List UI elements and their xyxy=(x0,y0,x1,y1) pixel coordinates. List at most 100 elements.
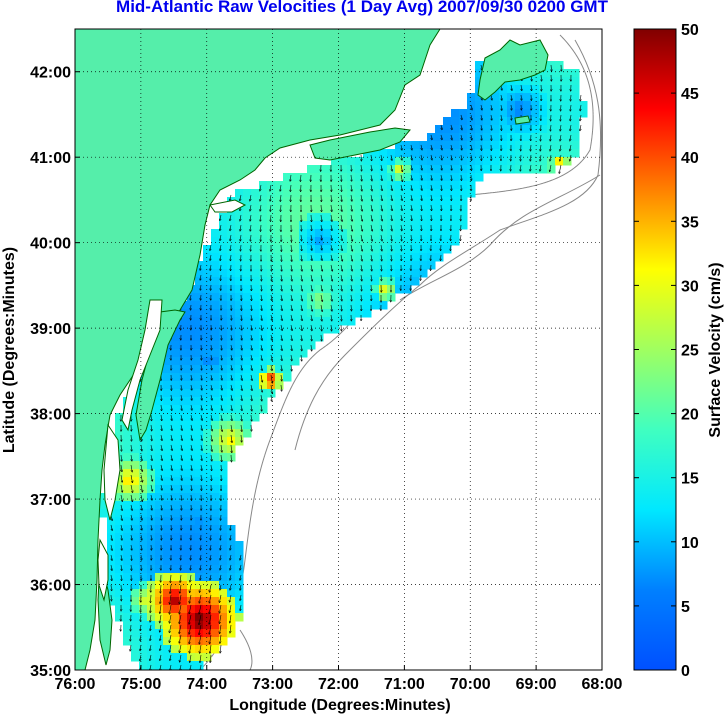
velocity-cell xyxy=(227,317,236,326)
velocity-vector xyxy=(240,194,241,201)
velocity-cell xyxy=(147,629,156,638)
velocity-cell xyxy=(499,165,508,174)
velocity-cell xyxy=(371,165,380,174)
velocity-cell xyxy=(211,477,220,486)
velocity-cell xyxy=(563,85,572,94)
velocity-vector xyxy=(210,274,211,280)
velocity-cell xyxy=(163,613,172,622)
velocity-cell xyxy=(371,149,380,158)
velocity-cell xyxy=(235,269,244,278)
velocity-vector xyxy=(111,564,112,570)
velocity-cell xyxy=(203,605,212,614)
velocity-cell xyxy=(235,581,244,590)
velocity-cell xyxy=(211,613,220,622)
velocity-cell xyxy=(171,357,180,366)
velocity-cell xyxy=(371,237,380,246)
velocity-cell xyxy=(403,237,412,246)
velocity-cell xyxy=(195,381,204,390)
velocity-vector xyxy=(111,594,112,601)
velocity-cell xyxy=(443,173,452,182)
velocity-vector xyxy=(230,544,231,550)
velocity-vector xyxy=(250,234,251,241)
velocity-cell xyxy=(211,429,220,438)
velocity-cell xyxy=(443,181,452,190)
velocity-vector xyxy=(171,414,172,420)
velocity-cell xyxy=(475,117,484,126)
velocity-cell xyxy=(243,381,252,390)
velocity-cell xyxy=(219,373,228,382)
velocity-vector xyxy=(320,294,322,301)
velocity-cell xyxy=(195,549,204,558)
velocity-vector xyxy=(331,274,332,281)
velocity-vector xyxy=(241,304,242,310)
velocity-vector xyxy=(221,414,222,420)
velocity-cell xyxy=(163,605,172,614)
velocity-vector xyxy=(471,114,472,120)
velocity-cell xyxy=(235,285,244,294)
velocity-cell xyxy=(363,173,372,182)
colorbar-tick-label: 45 xyxy=(681,86,699,103)
velocity-vector xyxy=(381,214,382,221)
velocity-cell xyxy=(275,373,284,382)
velocity-vector xyxy=(161,414,162,421)
velocity-cell xyxy=(539,85,548,94)
velocity-cell xyxy=(211,381,220,390)
velocity-vector xyxy=(191,414,192,420)
velocity-cell xyxy=(299,309,308,318)
velocity-cell xyxy=(315,309,324,318)
velocity-vector xyxy=(161,474,162,480)
velocity-cell xyxy=(427,149,436,158)
velocity-cell xyxy=(123,445,132,454)
velocity-vector xyxy=(190,304,191,310)
velocity-vector xyxy=(181,484,182,490)
velocity-cell xyxy=(147,477,156,486)
velocity-cell xyxy=(323,221,332,230)
velocity-cell xyxy=(171,341,180,350)
colorbar-tick-label: 20 xyxy=(681,407,699,424)
velocity-vector xyxy=(241,314,242,320)
velocity-cell xyxy=(211,501,220,510)
velocity-vector xyxy=(201,474,202,480)
velocity-cell xyxy=(131,525,140,534)
velocity-cell xyxy=(339,245,348,254)
x-tick-label: 72:00 xyxy=(318,676,359,693)
velocity-vector xyxy=(540,154,541,161)
velocity-cell xyxy=(459,125,468,134)
velocity-cell xyxy=(331,285,340,294)
velocity-cell xyxy=(203,253,212,262)
velocity-cell xyxy=(219,501,228,510)
velocity-vector xyxy=(230,194,231,200)
y-tick-label: 35:00 xyxy=(30,663,71,680)
velocity-vector xyxy=(131,544,132,550)
velocity-cell xyxy=(363,213,372,222)
velocity-vector xyxy=(271,394,272,401)
velocity-vector xyxy=(150,604,151,612)
velocity-cell xyxy=(299,245,308,254)
velocity-vector xyxy=(211,414,212,420)
velocity-cell xyxy=(323,229,332,238)
velocity-cell xyxy=(219,213,228,222)
x-axis: 76:00 75:00 74:00 73:00 72:00 71:00 70:00 69:00… xyxy=(55,665,623,693)
velocity-cell xyxy=(283,205,292,214)
velocity-vector xyxy=(189,634,192,644)
velocity-cell xyxy=(171,453,180,462)
velocity-cell xyxy=(251,245,260,254)
velocity-cell xyxy=(187,605,196,614)
velocity-vector xyxy=(231,354,232,360)
velocity-cell xyxy=(363,285,372,294)
velocity-cell xyxy=(235,541,244,550)
velocity-vector xyxy=(341,194,342,201)
velocity-vector xyxy=(161,434,162,440)
velocity-cell xyxy=(211,237,220,246)
velocity-cell xyxy=(179,405,188,414)
velocity-vector xyxy=(301,244,302,251)
velocity-vector xyxy=(401,204,402,211)
velocity-cell xyxy=(523,133,532,142)
velocity-vector xyxy=(351,304,352,311)
velocity-vector xyxy=(221,394,222,400)
velocity-cell xyxy=(211,621,220,630)
y-tick-label: 37:00 xyxy=(30,492,71,509)
velocity-vector xyxy=(151,454,152,460)
velocity-cell xyxy=(163,405,172,414)
velocity-vector xyxy=(431,174,432,180)
